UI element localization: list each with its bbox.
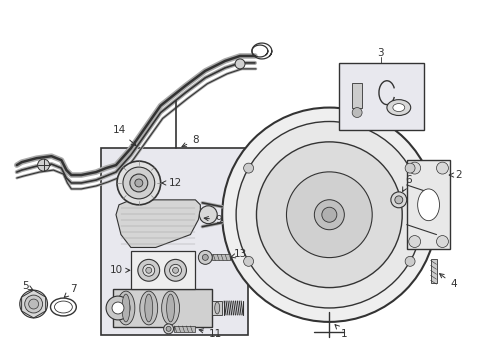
Circle shape <box>123 167 155 199</box>
Ellipse shape <box>387 100 411 116</box>
Bar <box>131 251 196 289</box>
Circle shape <box>236 121 422 308</box>
Text: 10: 10 <box>109 265 130 275</box>
Bar <box>407 160 450 249</box>
Ellipse shape <box>215 302 220 314</box>
Circle shape <box>143 264 155 276</box>
Text: 11: 11 <box>199 329 222 339</box>
Circle shape <box>24 295 43 313</box>
Ellipse shape <box>117 291 135 325</box>
Circle shape <box>170 264 181 276</box>
Text: 7: 7 <box>64 284 76 297</box>
Text: 9: 9 <box>204 215 221 225</box>
Circle shape <box>437 235 448 247</box>
Text: 14: 14 <box>112 125 136 146</box>
Text: 3: 3 <box>378 48 384 58</box>
Circle shape <box>235 59 245 69</box>
Text: 1: 1 <box>335 325 347 339</box>
Bar <box>101 148 248 335</box>
Circle shape <box>135 179 143 187</box>
Circle shape <box>172 267 178 273</box>
Text: 8: 8 <box>182 135 199 147</box>
Circle shape <box>409 162 420 174</box>
Bar <box>431 260 437 283</box>
Circle shape <box>165 260 187 281</box>
Ellipse shape <box>417 189 440 221</box>
Ellipse shape <box>145 294 153 322</box>
Bar <box>339 63 424 130</box>
Ellipse shape <box>393 104 405 112</box>
Circle shape <box>106 296 130 320</box>
Circle shape <box>112 302 124 314</box>
Circle shape <box>146 267 152 273</box>
Circle shape <box>20 290 48 318</box>
Circle shape <box>164 324 173 334</box>
Bar <box>352 83 362 108</box>
Ellipse shape <box>122 294 130 322</box>
Text: 5: 5 <box>23 281 33 291</box>
Polygon shape <box>116 200 200 247</box>
Circle shape <box>198 251 212 264</box>
Text: 2: 2 <box>449 170 462 180</box>
Circle shape <box>244 256 253 266</box>
Circle shape <box>409 235 420 247</box>
Circle shape <box>202 255 208 260</box>
Circle shape <box>395 196 403 204</box>
Circle shape <box>322 207 337 222</box>
Ellipse shape <box>162 291 179 325</box>
Circle shape <box>199 206 217 224</box>
Text: 4: 4 <box>440 274 457 289</box>
Circle shape <box>315 200 344 230</box>
Circle shape <box>391 192 407 208</box>
Ellipse shape <box>167 294 174 322</box>
Bar <box>173 326 196 332</box>
Circle shape <box>222 108 437 322</box>
Circle shape <box>29 299 39 309</box>
Circle shape <box>405 163 415 173</box>
Circle shape <box>287 172 372 258</box>
Text: 12: 12 <box>162 178 182 188</box>
Circle shape <box>138 260 160 281</box>
Circle shape <box>244 163 253 173</box>
Circle shape <box>166 327 171 331</box>
Bar <box>113 289 212 327</box>
Bar <box>212 301 222 315</box>
Circle shape <box>38 159 49 171</box>
Text: 13: 13 <box>231 249 246 260</box>
Circle shape <box>352 108 362 117</box>
Ellipse shape <box>140 291 158 325</box>
Text: 6: 6 <box>403 175 412 192</box>
Circle shape <box>117 161 161 205</box>
Circle shape <box>405 256 415 266</box>
Bar <box>212 255 230 260</box>
Circle shape <box>256 142 402 288</box>
Circle shape <box>130 174 148 192</box>
Circle shape <box>437 162 448 174</box>
